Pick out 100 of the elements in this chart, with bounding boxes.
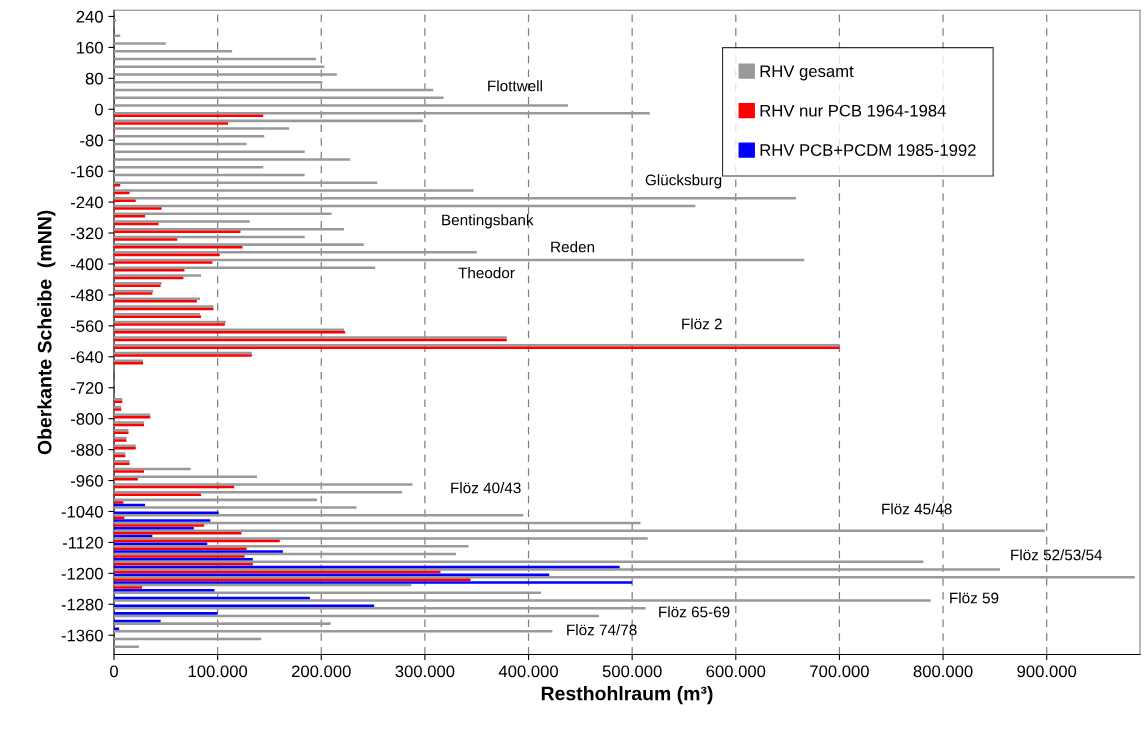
annotation: Bentingsbank — [442, 214, 534, 229]
y-tick-label: -160 — [70, 165, 103, 178]
x-tick-label: 500.000 — [602, 665, 662, 678]
bar — [114, 127, 290, 130]
annotation: Flöz 65-69 — [659, 606, 730, 618]
bar — [114, 537, 648, 540]
annotation: Flöz 52/53/54 — [1011, 549, 1103, 561]
annotation: Flöz 40/43 — [451, 482, 521, 494]
bar — [114, 581, 633, 584]
y-axis-title: Oberkante Scheibe (mNN) — [37, 210, 56, 455]
legend-label: RHV gesamt — [760, 65, 854, 81]
bar — [114, 519, 211, 522]
bar — [114, 184, 121, 187]
y-tick-label: 240 — [76, 10, 103, 23]
bar — [114, 212, 332, 215]
legend-label: RHV PCB+PCDM 1985-1992 — [760, 144, 976, 156]
annotation: Flöz 74/78 — [567, 624, 637, 636]
x-tick-label: 700.000 — [810, 665, 869, 678]
x-tick-label: 900.000 — [1017, 665, 1077, 678]
y-tick-label: -400 — [70, 258, 103, 271]
bar — [114, 470, 145, 473]
x-tick-label: 0 — [110, 665, 118, 678]
y-tick-label: -720 — [70, 382, 103, 394]
annotation: Flöz 2 — [682, 318, 722, 330]
bar — [114, 527, 194, 530]
bar — [114, 135, 265, 138]
y-tick-label: -1200 — [61, 567, 103, 580]
bar — [114, 104, 568, 107]
y-tick-label: -640 — [70, 351, 103, 363]
bar — [114, 622, 331, 625]
annotation: Theodor — [458, 267, 515, 279]
x-tick-label: 200.000 — [291, 665, 351, 678]
y-tick-label: -560 — [70, 320, 103, 333]
bar — [114, 96, 444, 99]
y-tick-label: -1280 — [61, 598, 103, 611]
annotation: Flöz 59 — [950, 592, 999, 604]
bar — [114, 573, 550, 576]
bar — [114, 563, 253, 566]
bar — [114, 243, 364, 246]
bar — [114, 514, 524, 517]
bar — [114, 274, 202, 277]
bar — [114, 604, 375, 607]
annotation: Flottwell — [488, 80, 542, 92]
bar — [114, 524, 205, 527]
x-tick-label: 300.000 — [395, 665, 455, 678]
bar — [114, 220, 250, 223]
bar — [114, 599, 931, 602]
bar — [114, 545, 469, 548]
bar — [114, 122, 228, 125]
x-tick-label: 400.000 — [498, 665, 558, 678]
bar — [114, 578, 471, 581]
bar — [114, 50, 233, 53]
bar — [114, 199, 136, 202]
bar — [114, 560, 924, 564]
bar — [114, 568, 1001, 571]
bar — [114, 251, 477, 254]
bar — [114, 483, 413, 486]
y-tick-label: -1120 — [62, 536, 103, 549]
bar — [114, 114, 264, 117]
y-tick-label: -1040 — [61, 505, 103, 518]
bar — [114, 207, 162, 210]
legend-label: RHV nur PCB 1964-1984 — [760, 104, 946, 117]
bar — [114, 65, 325, 68]
annotation: Flöz 45/48 — [882, 503, 952, 515]
bar — [114, 630, 553, 633]
y-tick-label: -880 — [70, 444, 103, 456]
bar — [114, 189, 474, 192]
y-tick-label: -240 — [70, 196, 103, 209]
y-tick-label: 80 — [85, 72, 103, 85]
bar — [114, 493, 202, 496]
y-tick-label: -1360 — [61, 629, 103, 642]
bar — [114, 506, 357, 509]
bar — [114, 555, 245, 558]
bar — [114, 73, 337, 76]
y-tick-label: -80 — [80, 134, 103, 147]
x-tick-label: 600.000 — [706, 665, 766, 678]
bar — [114, 42, 166, 45]
y-tick-label: 160 — [77, 41, 103, 54]
annotation: Glücksburg — [645, 174, 722, 189]
bar — [114, 238, 178, 241]
bar — [114, 612, 218, 615]
y-tick-label: -480 — [70, 289, 103, 302]
bar — [114, 158, 351, 161]
bar — [114, 591, 541, 594]
bar — [114, 550, 283, 553]
bar — [114, 586, 142, 589]
y-tick-label: -960 — [70, 474, 103, 487]
bar — [114, 532, 242, 535]
bar — [114, 19, 117, 22]
bar — [114, 475, 258, 478]
bar — [114, 181, 378, 184]
y-tick-label: -800 — [70, 413, 103, 425]
bar — [114, 269, 185, 272]
bar — [114, 166, 264, 169]
y-tick-label: -320 — [70, 227, 103, 240]
x-tick-label: 800.000 — [913, 665, 973, 678]
bar — [114, 261, 213, 264]
annotation: Reden — [551, 241, 595, 253]
bar — [114, 230, 241, 233]
x-tick-label: 100.000 — [188, 665, 248, 678]
